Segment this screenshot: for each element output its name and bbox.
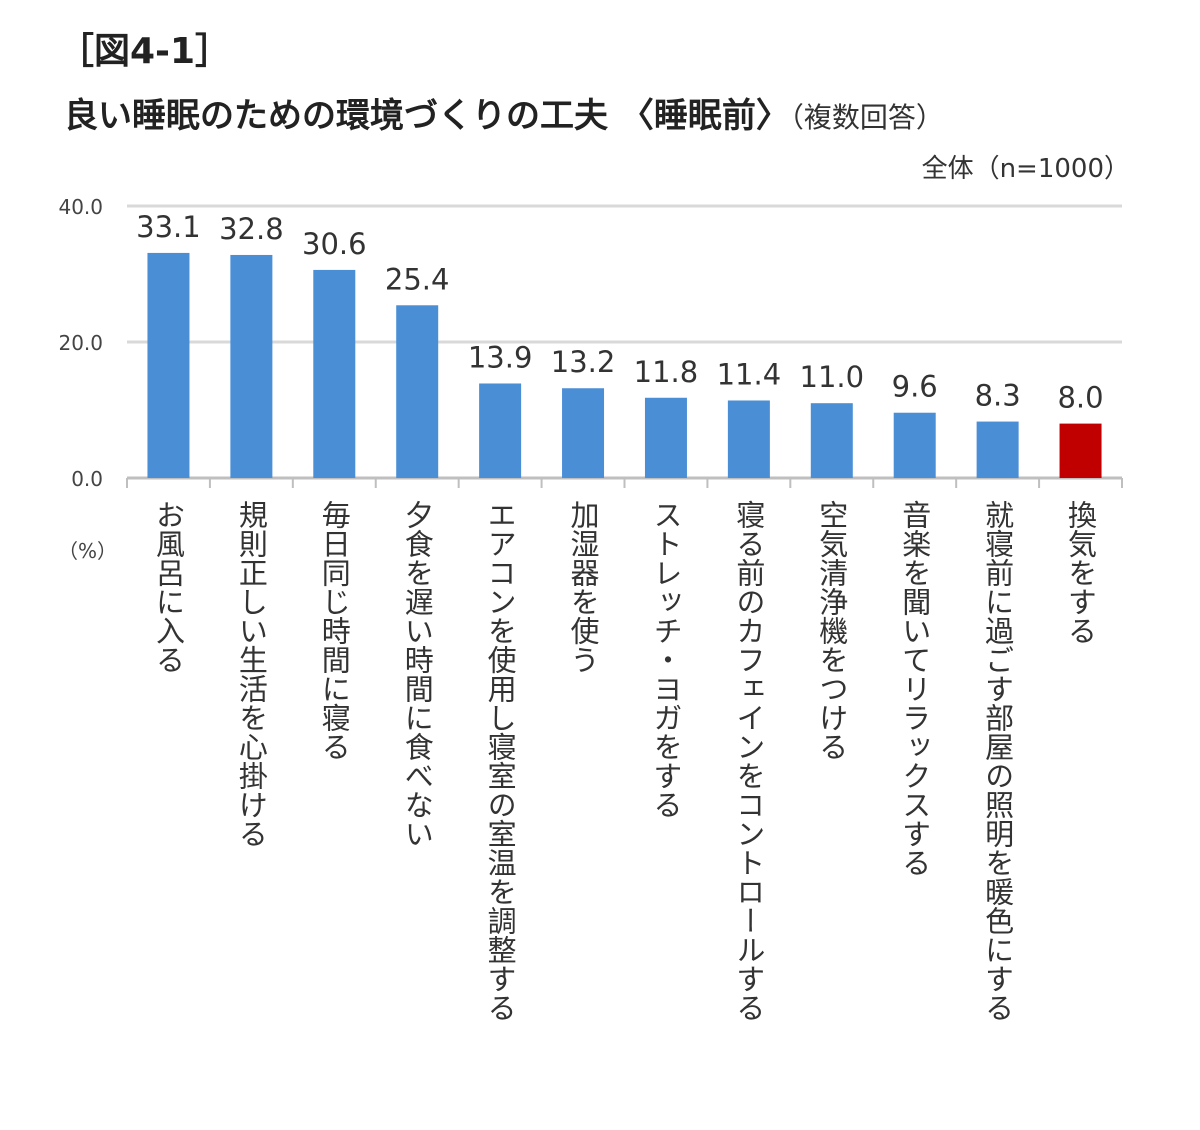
- data-label: 11.4: [717, 357, 782, 391]
- title-main: 良い睡眠のための環境づくりの工夫 〈睡眠前〉: [64, 96, 790, 136]
- figure-label: ［図4-1］: [58, 31, 232, 72]
- category-label: 加湿器を使う: [566, 500, 600, 674]
- bar: [313, 269, 356, 478]
- data-label: 8.3: [975, 379, 1021, 413]
- category-label: 規則正しい生活を心掛ける: [234, 500, 268, 848]
- data-label: 32.8: [219, 212, 284, 246]
- data-label: 25.4: [385, 262, 450, 296]
- category-label: 夕食を遅い時間に食べない: [400, 500, 434, 848]
- category-label: 寝る前のカフェインをコントロールする: [732, 500, 766, 1022]
- sample-note: 全体（n=1000）: [921, 154, 1130, 184]
- category-label: 音楽を聞いてリラックスする: [898, 500, 932, 877]
- title-sub: （複数回答）: [789, 101, 944, 134]
- data-label: 33.1: [136, 210, 201, 244]
- y-tick-label: 40.0: [58, 195, 103, 219]
- data-label: 9.6: [892, 370, 938, 404]
- bar: [230, 254, 273, 478]
- category-label: 就寝前に過ごす部屋の照明を暖色にする: [981, 500, 1015, 1022]
- bar: [644, 397, 687, 478]
- data-label: 11.8: [634, 355, 699, 389]
- bar: [479, 383, 522, 478]
- data-label: 30.6: [302, 227, 367, 261]
- bar: [893, 412, 936, 478]
- category-label: 換気をする: [1064, 500, 1098, 645]
- bar: [147, 252, 190, 478]
- y-tick-label: 0.0: [71, 467, 103, 491]
- bar: [562, 388, 605, 478]
- category-label: エアコンを使用し寝室の室温を調整する: [483, 500, 517, 1022]
- category-label: お風呂に入る: [151, 500, 185, 674]
- bar: [396, 305, 439, 478]
- y-unit-label: （%）: [58, 539, 118, 563]
- bar: [976, 421, 1019, 478]
- data-label: 13.2: [551, 345, 616, 379]
- bar: [727, 400, 770, 478]
- bar: [1059, 423, 1102, 478]
- bar: [810, 403, 853, 478]
- data-label: 11.0: [800, 360, 865, 394]
- category-label: 毎日同じ時間に寝る: [317, 500, 351, 761]
- category-label: 空気清浄機をつける: [815, 500, 849, 761]
- data-label: 13.9: [468, 340, 533, 374]
- chart-title: 良い睡眠のための環境づくりの工夫 〈睡眠前〉（複数回答）: [64, 88, 944, 137]
- y-tick-label: 20.0: [58, 331, 103, 355]
- data-label: 8.0: [1057, 381, 1103, 415]
- category-label: ストレッチ・ヨガをする: [649, 500, 683, 819]
